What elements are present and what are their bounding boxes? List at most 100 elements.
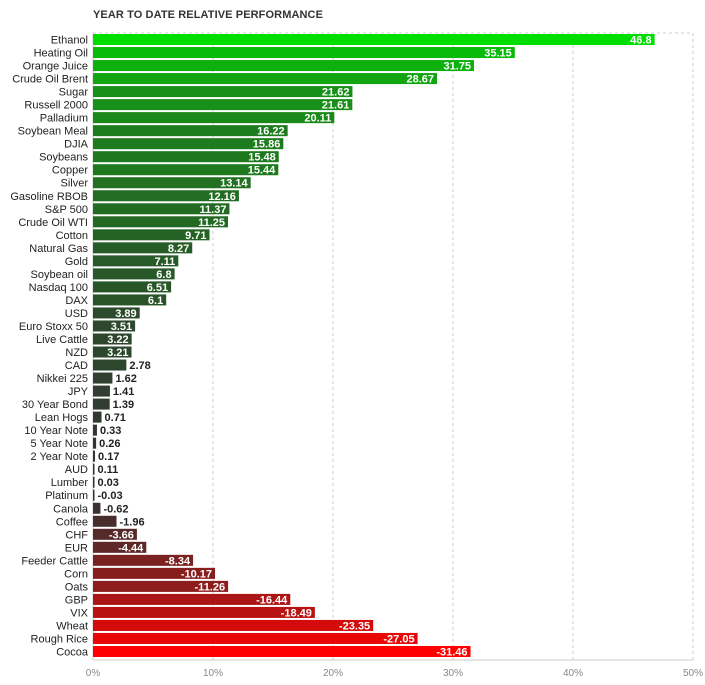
bar-silver[interactable] (93, 177, 251, 189)
value-label: 1.39 (113, 399, 134, 411)
value-label: 0.26 (99, 438, 120, 450)
category-label: Natural Gas (29, 243, 88, 255)
value-label: 3.21 (107, 347, 128, 359)
value-label: 15.44 (248, 165, 276, 177)
bar-nzd[interactable] (93, 346, 132, 358)
category-label: Soybeans (39, 152, 88, 164)
value-label: 0.17 (98, 451, 119, 463)
bar-orange-juice[interactable] (93, 60, 474, 72)
category-label: Soybean oil (31, 269, 89, 281)
bar-cotton[interactable] (93, 229, 210, 241)
bar-usd[interactable] (93, 307, 140, 319)
value-label: 21.61 (322, 100, 350, 112)
category-label: 10 Year Note (24, 425, 88, 437)
category-label: Orange Juice (23, 61, 88, 73)
bar-eur[interactable] (93, 541, 147, 553)
bar-jpy[interactable] (93, 385, 110, 397)
bar-cad[interactable] (93, 359, 127, 371)
bar-aud[interactable] (93, 463, 95, 475)
value-label: 8.27 (168, 243, 189, 255)
bar-russell-2000[interactable] (93, 99, 353, 111)
bar-rough-rice[interactable] (93, 632, 418, 644)
category-label: S&P 500 (45, 204, 88, 216)
bar-nikkei-225[interactable] (93, 372, 113, 384)
bar-2-year-note[interactable] (93, 450, 96, 462)
bar-wheat[interactable] (93, 619, 374, 631)
category-label: Nikkei 225 (37, 373, 88, 385)
bar-crude-oil-brent[interactable] (93, 73, 438, 85)
value-label: -0.62 (103, 503, 128, 515)
x-tick-labels: 0% 10% 20% 30% 40% 50% (86, 668, 703, 679)
bar-10-year-note[interactable] (93, 424, 97, 436)
category-label: Gasoline RBOB (10, 191, 88, 203)
bar-5-year-note[interactable] (93, 437, 97, 449)
value-label: 11.37 (200, 204, 227, 216)
bar-coffee[interactable] (93, 515, 117, 527)
bar-platinum[interactable] (93, 489, 95, 501)
category-label: Feeder Cattle (21, 555, 88, 567)
value-label: 1.41 (113, 386, 134, 398)
bar-nasdaq-100[interactable] (93, 281, 172, 293)
bar-crude-oil-wti[interactable] (93, 216, 228, 228)
bar-sugar[interactable] (93, 86, 353, 98)
bar-oats[interactable] (93, 580, 229, 592)
bar-feeder-cattle[interactable] (93, 554, 194, 566)
bar-live-cattle[interactable] (93, 333, 132, 345)
category-label: Coffee (56, 516, 88, 528)
value-label: 0.33 (100, 425, 121, 437)
bar-soybean-meal[interactable] (93, 125, 288, 137)
value-label: 0.71 (105, 412, 126, 424)
bar-soybean-oil[interactable] (93, 268, 175, 280)
bar-palladium[interactable] (93, 112, 335, 124)
x-tick-label: 30% (443, 668, 463, 679)
bar-gold[interactable] (93, 255, 179, 267)
x-tick-label: 20% (323, 668, 343, 679)
bar-30-year-bond[interactable] (93, 398, 110, 410)
bar-vix[interactable] (93, 606, 315, 618)
value-label: 6.1 (148, 295, 163, 307)
value-label: 46.8 (630, 35, 651, 47)
bar-heating-oil[interactable] (93, 47, 515, 59)
value-label: 2.78 (129, 360, 150, 372)
chart-title: YEAR TO DATE RELATIVE PERFORMANCE (93, 9, 324, 21)
value-label: 16.22 (257, 126, 285, 138)
value-label: 0.03 (98, 477, 119, 489)
category-label: Heating Oil (34, 48, 88, 60)
category-label: Live Cattle (36, 334, 88, 346)
value-label: -4.44 (118, 542, 144, 554)
value-label: 20.11 (304, 113, 331, 125)
bar-cocoa[interactable] (93, 645, 471, 657)
bar-lumber[interactable] (93, 476, 95, 488)
bar-gasoline-rbob[interactable] (93, 190, 239, 202)
bar-corn[interactable] (93, 567, 216, 579)
value-label: 13.14 (220, 178, 248, 190)
value-label: 35.15 (484, 48, 512, 60)
value-label: -16.44 (256, 594, 288, 606)
category-label: 30 Year Bond (22, 399, 88, 411)
category-label: Nasdaq 100 (29, 282, 88, 294)
bar-natural-gas[interactable] (93, 242, 193, 254)
value-labels: 46.835.1531.7528.6721.6221.6120.1116.221… (98, 35, 652, 659)
category-label: 5 Year Note (31, 438, 89, 450)
bar-dax[interactable] (93, 294, 167, 306)
bar-soybeans[interactable] (93, 151, 279, 163)
value-label: 15.48 (248, 152, 276, 164)
bar-gbp[interactable] (93, 593, 291, 605)
value-label: 0.11 (98, 464, 119, 476)
value-label: 1.62 (115, 373, 136, 385)
bar-djia[interactable] (93, 138, 284, 150)
bar-ethanol[interactable] (93, 34, 655, 46)
bar-euro-stoxx-50[interactable] (93, 320, 136, 332)
value-label: 31.75 (443, 61, 471, 73)
value-label: 7.11 (155, 256, 176, 268)
bar-copper[interactable] (93, 164, 279, 176)
bar-chf[interactable] (93, 528, 137, 540)
category-label: Cotton (56, 230, 88, 242)
value-label: 3.89 (115, 308, 136, 320)
x-tick-label: 50% (683, 668, 703, 679)
category-label: Platinum (45, 490, 88, 502)
bar-lean-hogs[interactable] (93, 411, 102, 423)
bar-canola[interactable] (93, 502, 101, 514)
x-tick-label: 40% (563, 668, 583, 679)
bar-s-p-500[interactable] (93, 203, 230, 215)
